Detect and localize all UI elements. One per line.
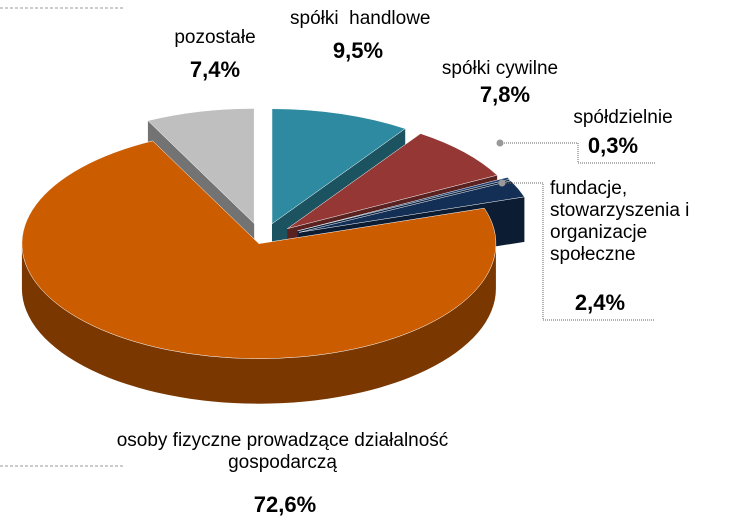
value-label: 2,4% <box>574 290 626 315</box>
slice-label: fundacje, stowarzyszenia i organizacje s… <box>550 178 690 265</box>
leader-line <box>502 182 655 321</box>
slice <box>21 140 497 404</box>
slice-label: spółki handlowe <box>290 8 431 29</box>
slice-label: pozostałe <box>174 27 256 48</box>
slice-top <box>297 177 510 232</box>
slice-top <box>287 133 498 229</box>
value-label: 7,4% <box>189 57 241 82</box>
slice-label: osoby fizyczne prowadzące działalność go… <box>116 430 449 473</box>
slice-top <box>271 108 406 225</box>
leader-dot <box>498 179 506 187</box>
slice-label: spółdzielnie <box>573 107 673 128</box>
value-label: 72,6% <box>253 492 317 517</box>
pie <box>21 108 525 404</box>
value-label: 7,8% <box>479 82 531 107</box>
leader-line <box>500 142 655 164</box>
slice-top <box>21 140 497 359</box>
value-label: 9,5% <box>332 38 384 63</box>
value-label: 0,3% <box>587 133 639 158</box>
slice-wall <box>21 243 496 404</box>
leader-dot <box>496 139 504 147</box>
slice-label: spółki cywilne <box>441 58 559 79</box>
slice-top <box>298 180 525 233</box>
slice-top <box>147 108 255 225</box>
